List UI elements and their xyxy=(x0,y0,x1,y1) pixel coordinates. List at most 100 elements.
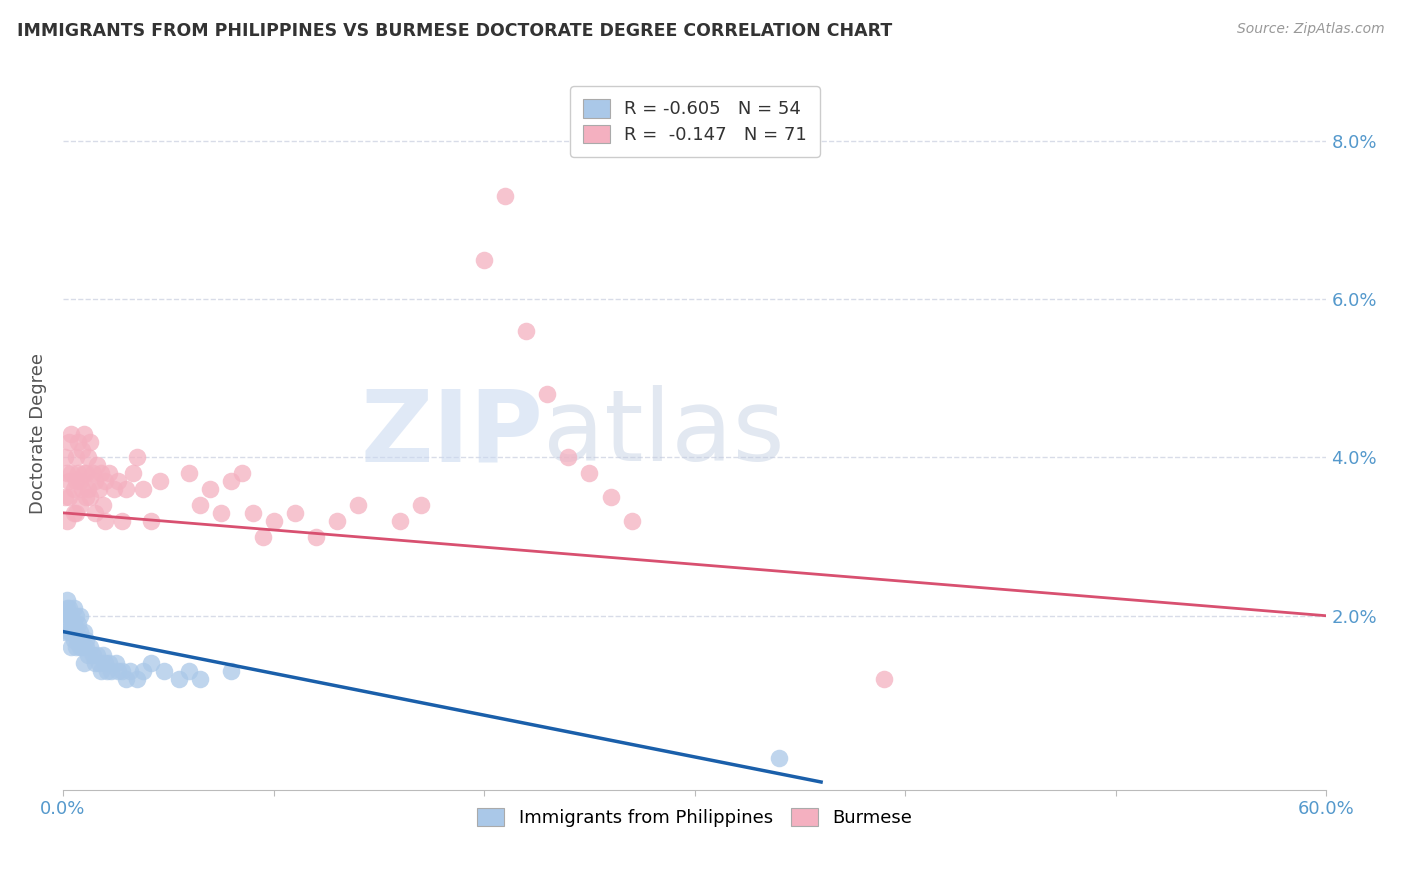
Point xyxy=(65,474,87,488)
Text: atlas: atlas xyxy=(543,385,785,483)
Point xyxy=(111,664,134,678)
Point xyxy=(75,640,97,655)
Point xyxy=(53,450,76,465)
Point xyxy=(149,474,172,488)
Point xyxy=(141,657,163,671)
Point xyxy=(62,506,84,520)
Point xyxy=(75,490,97,504)
Point xyxy=(65,640,87,655)
Point xyxy=(94,657,117,671)
Point xyxy=(188,498,211,512)
Point xyxy=(66,616,89,631)
Point xyxy=(82,648,104,663)
Point xyxy=(125,672,148,686)
Point xyxy=(768,751,790,765)
Point xyxy=(66,467,89,481)
Point xyxy=(326,514,349,528)
Point xyxy=(87,657,110,671)
Point xyxy=(79,640,101,655)
Point xyxy=(83,657,105,671)
Point xyxy=(179,664,201,678)
Point xyxy=(53,490,76,504)
Point xyxy=(87,482,110,496)
Point xyxy=(79,434,101,449)
Point xyxy=(305,530,328,544)
Point xyxy=(472,252,495,267)
Point xyxy=(578,467,600,481)
Point xyxy=(53,608,76,623)
Point xyxy=(167,672,190,686)
Point xyxy=(263,514,285,528)
Point xyxy=(62,632,84,647)
Point xyxy=(73,467,96,481)
Point xyxy=(58,490,80,504)
Point xyxy=(107,474,129,488)
Point xyxy=(86,458,108,473)
Point xyxy=(56,616,79,631)
Point xyxy=(115,672,138,686)
Point xyxy=(620,514,643,528)
Point xyxy=(56,600,79,615)
Y-axis label: Doctorate Degree: Doctorate Degree xyxy=(30,353,46,514)
Point xyxy=(77,482,100,496)
Point xyxy=(69,640,91,655)
Point xyxy=(409,498,432,512)
Point xyxy=(65,624,87,639)
Point xyxy=(73,426,96,441)
Point xyxy=(82,467,104,481)
Point xyxy=(56,514,79,528)
Point xyxy=(69,474,91,488)
Point xyxy=(91,648,114,663)
Point xyxy=(90,467,112,481)
Point xyxy=(65,450,87,465)
Point xyxy=(599,490,621,504)
Point xyxy=(73,657,96,671)
Text: IMMIGRANTS FROM PHILIPPINES VS BURMESE DOCTORATE DEGREE CORRELATION CHART: IMMIGRANTS FROM PHILIPPINES VS BURMESE D… xyxy=(17,22,893,40)
Point xyxy=(221,664,243,678)
Point xyxy=(103,482,125,496)
Point xyxy=(60,426,83,441)
Point xyxy=(388,514,411,528)
Point xyxy=(58,434,80,449)
Point xyxy=(98,657,121,671)
Point xyxy=(536,387,558,401)
Point xyxy=(75,632,97,647)
Point xyxy=(69,608,91,623)
Point xyxy=(56,593,79,607)
Point xyxy=(83,506,105,520)
Point xyxy=(252,530,274,544)
Point xyxy=(65,506,87,520)
Point xyxy=(494,189,516,203)
Text: Source: ZipAtlas.com: Source: ZipAtlas.com xyxy=(1237,22,1385,37)
Point xyxy=(60,467,83,481)
Point xyxy=(132,664,155,678)
Point xyxy=(179,467,201,481)
Point xyxy=(58,474,80,488)
Point xyxy=(515,324,537,338)
Point xyxy=(111,514,134,528)
Point xyxy=(873,672,896,686)
Point xyxy=(83,474,105,488)
Point xyxy=(77,450,100,465)
Point xyxy=(75,467,97,481)
Point xyxy=(53,624,76,639)
Point xyxy=(347,498,370,512)
Point xyxy=(141,514,163,528)
Point xyxy=(104,657,127,671)
Point xyxy=(66,434,89,449)
Point xyxy=(107,664,129,678)
Point xyxy=(100,664,122,678)
Point xyxy=(79,490,101,504)
Point xyxy=(86,648,108,663)
Point xyxy=(56,467,79,481)
Point xyxy=(121,467,143,481)
Point xyxy=(62,482,84,496)
Point xyxy=(66,632,89,647)
Point xyxy=(62,616,84,631)
Point xyxy=(60,624,83,639)
Text: ZIP: ZIP xyxy=(360,385,543,483)
Point xyxy=(65,608,87,623)
Point xyxy=(70,640,93,655)
Point xyxy=(188,672,211,686)
Point xyxy=(73,624,96,639)
